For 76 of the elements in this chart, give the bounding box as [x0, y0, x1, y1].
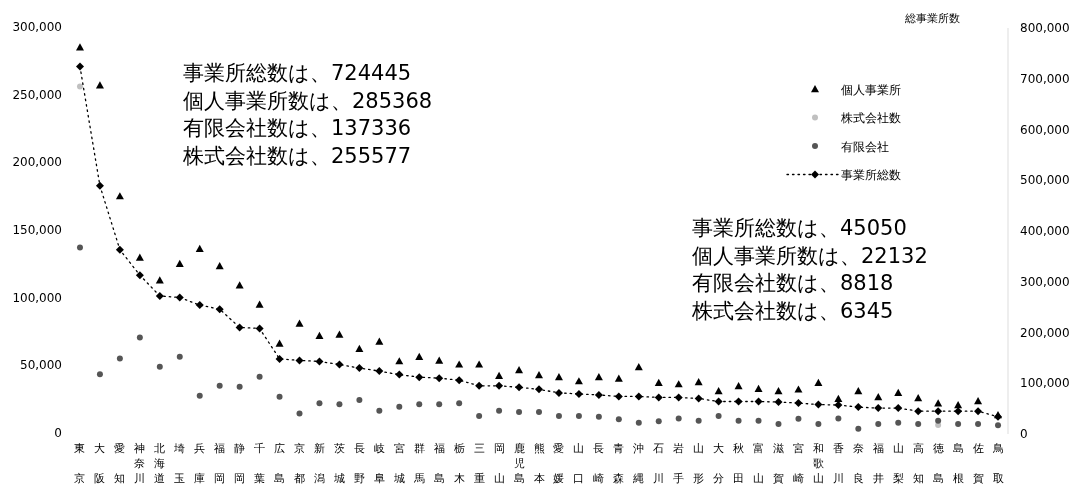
category-label: 岡山	[493, 442, 505, 485]
legend-label: 事業所総数	[841, 168, 901, 182]
annotation: 個人事業所数は、285368	[183, 88, 433, 113]
annotation: 個人事業所数は、22132	[692, 243, 928, 268]
y2-axis-title: 総事業所数	[904, 12, 960, 25]
x-tick-label: 北海道	[154, 442, 166, 485]
category-label: 宮城	[393, 442, 405, 485]
category-label: 青森	[613, 442, 625, 485]
category-label: 千葉	[254, 442, 266, 485]
x-tick-label: 鹿児島	[513, 442, 525, 485]
category-label: 広島	[274, 442, 286, 485]
y2-tick-label: 200,000	[1020, 325, 1070, 340]
x-tick-label: 和歌山	[812, 442, 824, 485]
y-tick-label: 300,000	[12, 20, 62, 34]
category-label: 島根	[952, 442, 964, 485]
category-label: 茨城	[333, 442, 345, 485]
category-label: 石川	[653, 442, 665, 485]
category-label: 鳥取	[992, 442, 1004, 485]
category-label: 山梨	[892, 442, 904, 485]
x-tick-label: 神奈川	[134, 442, 146, 485]
y2-tick-label: 400,000	[1020, 224, 1070, 238]
annotation: 事業所総数は、45050	[692, 216, 907, 240]
category-label: 高知	[912, 442, 924, 485]
category-label: 愛媛	[553, 442, 565, 485]
category-label: 富山	[753, 442, 765, 485]
y2-tick-label: 500,000	[1020, 173, 1070, 188]
category-label: 熊本	[533, 442, 545, 485]
category-label: 長野	[353, 442, 365, 485]
category-label: 埼玉	[174, 442, 186, 485]
y2-tick-label: 100,000	[1020, 376, 1070, 391]
y2-tick-label: 800,000	[1020, 21, 1070, 35]
category-label: 滋賀	[772, 442, 784, 485]
category-label: 長崎	[593, 442, 605, 485]
category-label: 山口	[573, 442, 585, 485]
category-label: 三重	[473, 442, 485, 485]
category-label: 福島	[433, 442, 445, 485]
y-tick-label: 100,000	[12, 290, 62, 305]
y2-tick-label: 600,000	[1020, 122, 1070, 137]
y-tick-label: 200,000	[12, 155, 62, 170]
category-label: 大阪	[94, 442, 106, 485]
category-label: 岩手	[673, 442, 685, 485]
category-label: 新潟	[313, 442, 325, 485]
category-label: 静岡	[234, 442, 246, 485]
y2-tick-label: 300,000	[1020, 274, 1070, 289]
y2-tick-label: 700,000	[1020, 71, 1070, 86]
category-label: 宮崎	[792, 442, 804, 485]
category-label: 秋田	[733, 442, 745, 485]
category-label: 山形	[693, 442, 705, 485]
legend-label: 有限会社	[841, 139, 889, 154]
y-tick-label: 150,000	[12, 223, 62, 237]
annotation: 有限会社数は、8818	[692, 271, 894, 295]
legend-label: 株式会社数	[840, 111, 901, 125]
annotation: 株式会社数は、255577	[182, 143, 412, 168]
category-label: 福井	[872, 442, 884, 485]
category-label: 兵庫	[194, 442, 206, 485]
category-label: 奈良	[852, 442, 864, 485]
category-label: 沖縄	[633, 442, 645, 485]
y-tick-label: 50,000	[20, 358, 62, 373]
category-label: 栃木	[453, 442, 465, 485]
legend-label: 個人事業所	[841, 82, 901, 97]
annotation: 株式会社数は、6345	[691, 298, 894, 323]
category-label: 京都	[294, 442, 306, 485]
category-label: 佐賀	[972, 442, 984, 485]
category-label: 愛知	[114, 442, 126, 485]
y2-tick-label: 0	[1020, 427, 1028, 441]
y-tick-label: 0	[54, 426, 62, 440]
annotation: 有限会社数は、137336	[183, 116, 412, 140]
category-label: 岐阜	[373, 442, 385, 485]
category-label: 徳島	[932, 442, 944, 485]
category-label: 群馬	[413, 442, 425, 485]
category-label: 大分	[713, 442, 725, 485]
annotation: 事業所総数は、724445	[183, 61, 412, 85]
category-label: 香川	[832, 442, 844, 485]
category-label: 東京	[74, 442, 86, 485]
y-tick-label: 250,000	[12, 87, 62, 102]
category-label: 福岡	[214, 442, 226, 485]
